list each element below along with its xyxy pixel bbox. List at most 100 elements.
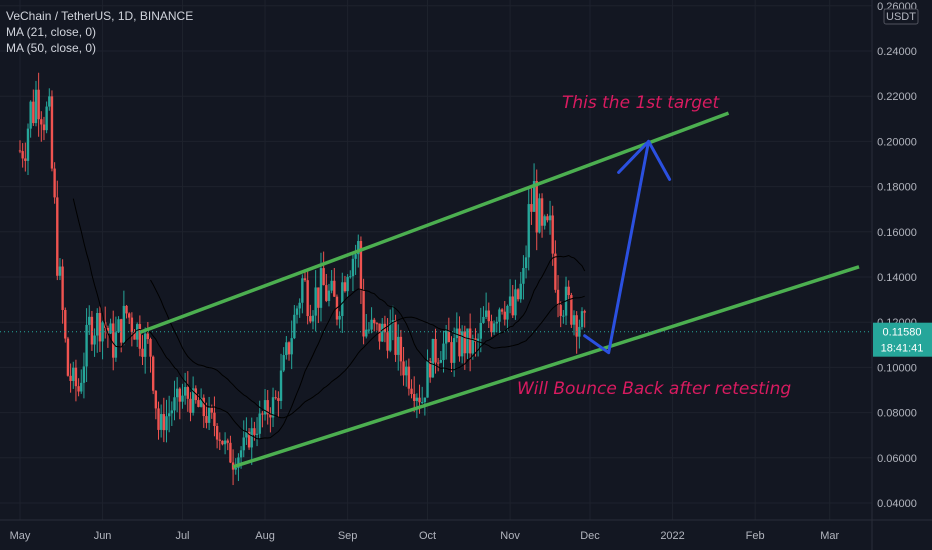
candle-body (338, 315, 341, 320)
candle-body (511, 296, 514, 316)
x-tick-label: May (10, 530, 31, 542)
candle-body (138, 324, 142, 349)
candle-body (170, 410, 174, 414)
candle-body (551, 215, 554, 254)
candle-body (263, 400, 267, 415)
candle-body (578, 326, 581, 337)
price-badge-bg (873, 322, 932, 357)
candle-body (514, 289, 517, 316)
time-scale[interactable]: May Jun Jul Aug Sep Oct Nov Dec 2022 Feb Mar (10, 530, 840, 542)
candle-body (223, 440, 227, 445)
candle-body (413, 394, 416, 401)
candle-body (492, 323, 496, 333)
candle-body (370, 319, 373, 330)
currency-badge-frame (883, 8, 919, 25)
candle-body (90, 316, 94, 345)
x-tick-label: Oct (419, 530, 436, 542)
ma21-line (72, 198, 586, 440)
candle-body (498, 309, 501, 322)
candle-body (50, 96, 54, 169)
candle-body (173, 397, 176, 411)
candle-body (407, 366, 411, 389)
candle-body (96, 313, 99, 336)
candle-body (32, 101, 35, 124)
x-tick-label: Aug (255, 530, 275, 542)
candle-body (130, 317, 134, 333)
candle-body (178, 388, 182, 402)
candle-body (532, 181, 536, 212)
candle-body (143, 333, 147, 357)
candle-body (508, 296, 512, 306)
candle-body (154, 390, 158, 409)
candle-body (351, 258, 355, 277)
candle-body (135, 324, 139, 340)
candle-body (524, 257, 528, 269)
candle-body (58, 266, 62, 276)
candle-body (210, 407, 213, 413)
candle-body (215, 426, 219, 440)
candle-body (484, 310, 488, 317)
ma50-legend[interactable]: MA (50, close, 0) (6, 41, 97, 55)
candle-body (77, 386, 80, 392)
channel-upper-line[interactable] (139, 111, 730, 335)
candle-body (146, 333, 150, 340)
candle-body (53, 168, 56, 198)
candle-body (109, 323, 112, 334)
x-tick-label: Dec (580, 530, 600, 542)
candles-layer (18, 72, 586, 486)
candle-body (269, 414, 272, 418)
candle-body (189, 398, 192, 413)
symbol-title[interactable]: VeChain / TetherUS, 1D, BINANCE (6, 9, 194, 23)
candle-body (458, 328, 461, 357)
candle-body (527, 204, 530, 258)
candle-body (255, 433, 259, 435)
candle-body (29, 101, 32, 129)
candle-body (562, 315, 565, 317)
candle-body (162, 414, 166, 431)
candle-body (250, 428, 253, 448)
candle-body (45, 106, 48, 131)
candle-body (522, 268, 525, 284)
candle-body (389, 323, 392, 351)
channel-lower-line[interactable] (232, 265, 860, 469)
candle-body (261, 413, 264, 415)
candle-body (394, 320, 397, 355)
candle-body (367, 329, 371, 331)
y-tick-label: 0.18000 (877, 182, 917, 194)
y-tick-label: 0.08000 (877, 408, 917, 420)
price-badge: 0.11580 18:41:41 (873, 322, 932, 357)
projection-arrow[interactable] (583, 139, 651, 355)
chart-legend: VeChain / TetherUS, 1D, BINANCE MA (21, … (6, 8, 193, 56)
candle-body (303, 278, 307, 281)
ma21-legend[interactable]: MA (21, close, 0) (6, 25, 97, 39)
target-annotation[interactable]: This the 1st target (562, 93, 721, 113)
candle-body (237, 457, 240, 468)
candle-body (479, 322, 482, 339)
candle-body (452, 338, 456, 363)
currency-badge[interactable]: USDT (883, 8, 919, 25)
candle-body (444, 330, 448, 344)
candle-body (282, 355, 285, 371)
candle-body (72, 367, 75, 381)
currency-badge-label: USDT (886, 11, 916, 23)
candle-body (183, 387, 187, 396)
bounce-annotation[interactable]: Will Bounce Back after retesting (517, 379, 791, 399)
candle-body (365, 329, 368, 337)
candle-body (306, 280, 309, 317)
x-tick-label: Mar (820, 530, 839, 542)
candle-body (471, 338, 475, 354)
x-tick-label: Feb (746, 530, 765, 542)
candle-body (516, 289, 520, 300)
candle-body (540, 198, 544, 226)
candle-body (428, 361, 432, 378)
candle-body (554, 253, 557, 290)
candle-body (500, 309, 504, 312)
projection-arrowhead (617, 139, 672, 181)
candle-body (66, 338, 70, 376)
candle-body (423, 397, 427, 403)
candle-body (357, 241, 360, 255)
candle-body (229, 442, 232, 463)
candle-body (322, 268, 325, 286)
